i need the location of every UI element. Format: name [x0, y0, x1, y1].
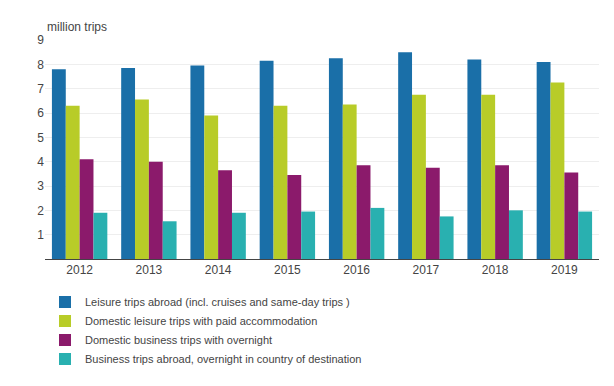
svg-text:Leisure trips abroad (incl. cr: Leisure trips abroad (incl. cruises and … [85, 296, 350, 308]
svg-text:2014: 2014 [205, 263, 232, 277]
svg-text:7: 7 [37, 82, 44, 96]
svg-text:2012: 2012 [66, 263, 93, 277]
svg-text:1: 1 [37, 228, 44, 242]
svg-text:8: 8 [37, 58, 44, 72]
svg-text:million trips: million trips [47, 20, 107, 34]
svg-text:2017: 2017 [413, 263, 440, 277]
svg-text:3: 3 [37, 179, 44, 193]
svg-text:Domestic leisure trips with pa: Domestic leisure trips with paid accommo… [85, 315, 317, 327]
svg-text:Business trips abroad, overnig: Business trips abroad, overnight in coun… [85, 353, 361, 365]
svg-text:2018: 2018 [482, 263, 509, 277]
svg-text:2016: 2016 [343, 263, 370, 277]
svg-text:2013: 2013 [136, 263, 163, 277]
svg-text:2015: 2015 [274, 263, 301, 277]
svg-text:5: 5 [37, 131, 44, 145]
svg-text:6: 6 [37, 106, 44, 120]
svg-text:4: 4 [37, 155, 44, 169]
svg-text:2: 2 [37, 204, 44, 218]
svg-text:9: 9 [37, 33, 44, 47]
svg-text:Domestic business trips with o: Domestic business trips with overnight [85, 334, 272, 346]
svg-text:2019: 2019 [551, 263, 578, 277]
